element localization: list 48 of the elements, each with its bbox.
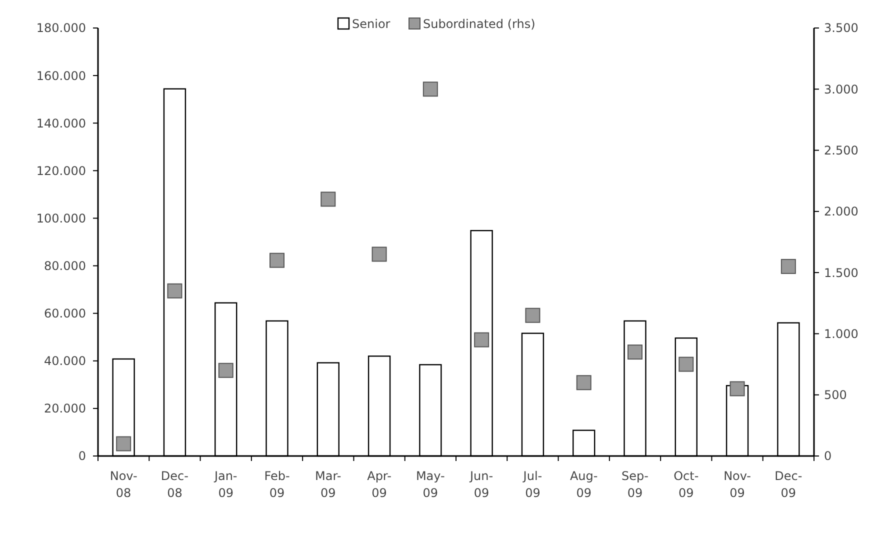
legend-label: Subordinated (rhs) — [423, 17, 536, 31]
x-tick-label: Nov-08 — [110, 469, 138, 500]
x-tick-label: Dec-09 — [774, 469, 802, 500]
y-tick-label: 160.000 — [36, 68, 86, 83]
point — [422, 82, 438, 97]
y-tick-label: 100.000 — [36, 211, 86, 226]
y-tick-label: 40.000 — [44, 354, 86, 368]
y-tick-label: 0 — [78, 449, 86, 464]
y2-tick-label: 1.500 — [824, 266, 858, 280]
point — [525, 308, 540, 323]
y2-tick-label: 1.000 — [824, 326, 858, 341]
point — [270, 252, 284, 268]
x-tick-label: Mar-09 — [315, 469, 342, 500]
y2-tick-label: 3.000 — [824, 82, 858, 96]
y-tick-label: 80.000 — [44, 258, 86, 273]
y2-tick-label: 3.500 — [824, 21, 858, 36]
point — [474, 332, 490, 348]
y-tick-label: 60.000 — [44, 306, 86, 321]
y2-tick-label: 2.000 — [824, 204, 858, 219]
x-tick-label: Dec-08 — [160, 469, 188, 500]
point — [116, 436, 132, 452]
point — [167, 283, 182, 298]
point — [320, 192, 336, 207]
y2-tick-label: 2.500 — [824, 143, 858, 158]
x-tick-label: Oct-09 — [674, 469, 699, 500]
point — [780, 258, 796, 274]
point — [730, 381, 745, 396]
x-tick-label: Aug-09 — [570, 469, 598, 500]
point — [628, 344, 642, 360]
x-tick-label: May-09 — [416, 469, 445, 500]
point — [218, 362, 234, 378]
x-tick-label: Apr-09 — [367, 469, 392, 500]
legend-label: Senior — [352, 17, 390, 31]
y-tick-label: 20.000 — [44, 402, 86, 416]
x-tick-label: Jan-09 — [213, 469, 238, 500]
point — [372, 246, 387, 262]
x-tick-label: Sep-09 — [622, 469, 648, 500]
point — [678, 356, 694, 372]
y2-tick-label: 500 — [824, 388, 847, 402]
x-tick-label: Jun-09 — [469, 469, 494, 500]
point — [576, 375, 592, 390]
y-tick-label: 120.000 — [36, 164, 86, 178]
x-tick-label: Feb-09 — [264, 469, 290, 500]
y-tick-label: 140.000 — [36, 116, 86, 130]
y-tick-label: 180.000 — [36, 21, 86, 36]
x-tick-label: Nov-09 — [724, 469, 752, 500]
y2-tick-label: 0 — [824, 449, 832, 464]
x-tick-label: Jul-09 — [522, 469, 542, 500]
